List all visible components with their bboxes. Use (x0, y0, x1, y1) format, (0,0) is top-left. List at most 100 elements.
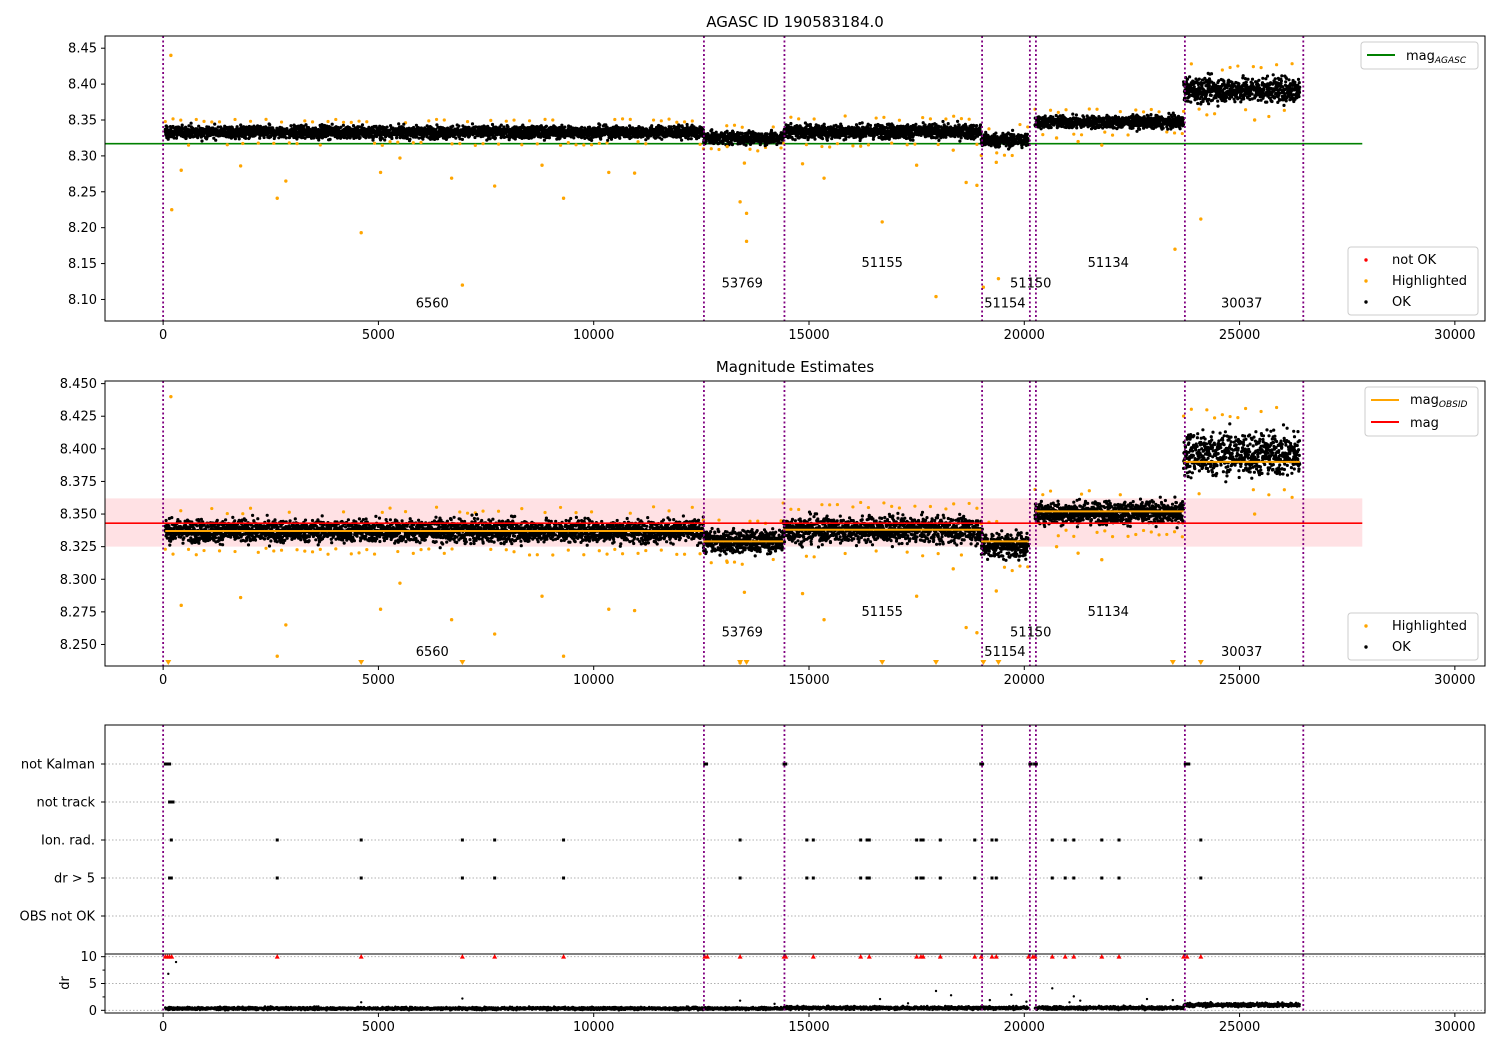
highlighted-outlier (275, 654, 279, 658)
highlighted-point (675, 552, 679, 556)
flags-panel: not Kalman not track Ion. rad. dr > 5 OBS no… (20, 758, 1485, 925)
x-tick-label: 25000 (1219, 328, 1260, 343)
highlighted-point (975, 506, 979, 510)
highlighted-outlier (398, 581, 402, 585)
highlighted-point (928, 504, 933, 509)
highlighted-point (241, 512, 245, 516)
highlighted-point (781, 141, 785, 145)
x-tick-label: 5000 (362, 673, 395, 688)
estimates-legend-lower: Highlighted OK (1347, 612, 1479, 661)
below-axis-marker (165, 660, 172, 665)
highlighted-point (1189, 407, 1193, 411)
highlighted-point (303, 119, 307, 123)
highlighted-point (740, 562, 744, 566)
flag-point (919, 876, 923, 880)
flag-point (811, 876, 815, 880)
flag-point (1063, 876, 1067, 880)
flag-labels: not Kalman not track Ion. rad. dr > 5 OBS no… (20, 758, 105, 925)
highlighted-point (936, 552, 940, 556)
highlighted-point (496, 509, 501, 513)
highlighted-point (372, 141, 377, 145)
highlighted-point (1141, 528, 1146, 533)
highlighted-point (558, 505, 563, 510)
flag-point (738, 876, 742, 880)
x-tick-label: 10000 (573, 673, 614, 688)
dr-capped-marker (1116, 954, 1122, 959)
highlighted-point (279, 548, 284, 552)
highlighted-outlier (964, 180, 968, 185)
y-tick-label: 8.375 (60, 475, 97, 490)
highlighted-point (605, 552, 609, 556)
flag-point (359, 876, 363, 880)
legend-obsid-sub: OBSID (1439, 400, 1468, 410)
flag-point (171, 800, 175, 804)
highlighted-point (804, 143, 809, 147)
highlighted-point (644, 142, 648, 146)
highlighted-outlier (996, 276, 1001, 281)
y-tick-label: 8.35 (68, 113, 97, 128)
highlighted-point (1197, 107, 1201, 111)
flag-point (865, 876, 869, 880)
obsid-label: 51134 (1088, 256, 1129, 271)
flag-point (1063, 838, 1067, 842)
below-axis-marker (933, 660, 940, 665)
dr-point (461, 997, 464, 1000)
highlighted-point (698, 552, 702, 556)
highlighted-point (504, 548, 508, 552)
highlighted-point (859, 144, 863, 148)
highlighted-point (543, 117, 547, 121)
highlighted-point (1110, 133, 1115, 137)
highlighted-point (248, 506, 253, 510)
highlighted-outlier (738, 200, 742, 204)
highlighted-point (163, 547, 167, 551)
flag-points (163, 762, 1203, 880)
dr-point (878, 997, 882, 1001)
highlighted-outlier (170, 208, 174, 212)
highlighted-point (380, 143, 384, 147)
highlighted-point (1172, 530, 1177, 534)
dr-point (1051, 987, 1054, 990)
highlighted-point (171, 552, 175, 556)
highlighted-point (1079, 133, 1084, 137)
highlighted-point (365, 548, 369, 552)
highlighted-point (613, 547, 617, 551)
flag-point (921, 876, 925, 880)
highlighted-point (318, 547, 322, 551)
highlighted-point (558, 143, 563, 147)
dr-capped-marker (1099, 954, 1105, 959)
highlighted-point (1064, 528, 1068, 532)
highlighted-point (1126, 534, 1130, 538)
highlighted-point (1275, 63, 1279, 67)
highlighted-outlier (359, 231, 363, 235)
highlighted-point (597, 141, 601, 145)
dr-ok-points (164, 1000, 1301, 1012)
flag-point (169, 800, 173, 804)
flag-point (1034, 762, 1038, 766)
flag-label: Ion. rad. (41, 834, 95, 849)
highlighted-outlier (284, 623, 288, 627)
highlighted-point (1056, 534, 1060, 538)
highlighted-point (905, 143, 909, 147)
dr-capped-marker (492, 954, 498, 959)
flags-plot-frame (104, 724, 1486, 1014)
below-axis-marker (459, 660, 466, 665)
y-tick-label: 8.20 (68, 221, 97, 236)
dr-point (1079, 999, 1082, 1002)
dr-points (162, 954, 1301, 1012)
highlighted-point (535, 553, 539, 557)
highlighted-point (272, 549, 276, 553)
dr-point (1010, 993, 1013, 996)
highlighted-point (613, 117, 617, 122)
x-tick-label: 30000 (1434, 1020, 1475, 1035)
dr-capped-marker (1071, 954, 1077, 959)
dr-capped-marker (920, 954, 926, 959)
highlighted-point (620, 117, 625, 121)
obsid-mag-lines (165, 460, 1300, 543)
highlighted-point (1189, 62, 1193, 66)
highlighted-point (574, 143, 578, 147)
highlighted-outlier (561, 196, 566, 200)
highlighted-point (334, 117, 338, 122)
highlighted-point (372, 552, 377, 556)
highlighted-point (890, 141, 894, 145)
flag-point (1185, 762, 1189, 766)
